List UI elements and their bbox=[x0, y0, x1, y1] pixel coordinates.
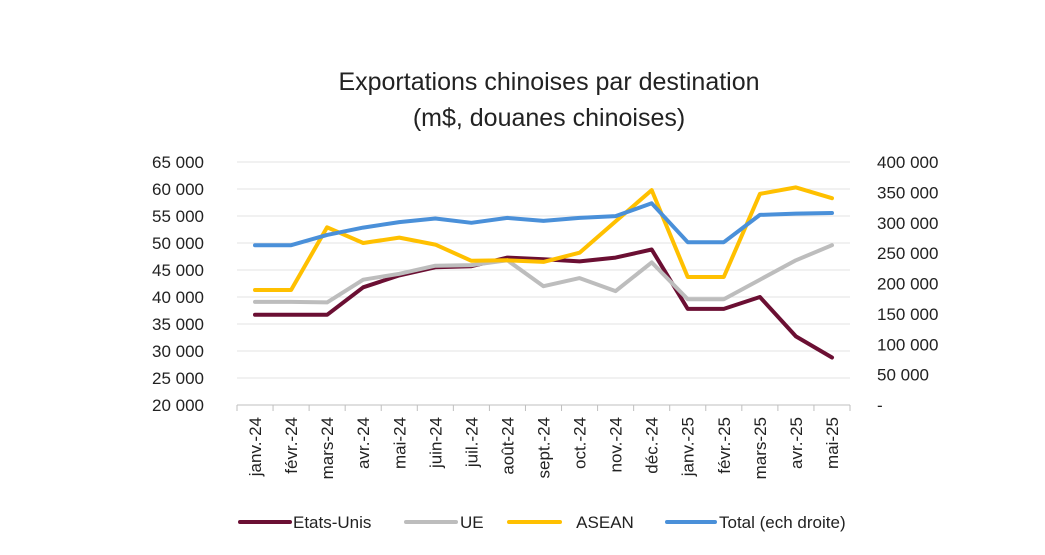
x-tick-label: mai-24 bbox=[390, 417, 409, 469]
y-left-tick-label: 35 000 bbox=[152, 315, 204, 334]
y-right-tick-label: - bbox=[877, 396, 883, 415]
x-tick-label: avr.-25 bbox=[787, 417, 806, 469]
y-left-tick-label: 25 000 bbox=[152, 369, 204, 388]
x-tick-label: mai-25 bbox=[823, 417, 842, 469]
chart-title-line-1: Exportations chinoises par destination bbox=[338, 68, 759, 96]
axes: 20 000 25 000 30 000 35 000 40 000 45 000 50 0… bbox=[152, 153, 938, 479]
x-tick-label: mars-25 bbox=[751, 417, 770, 479]
x-tick-label: avr.-24 bbox=[354, 417, 373, 469]
y-right-tick-label: 100 000 bbox=[877, 335, 938, 354]
y-right-tick-label: 300 000 bbox=[877, 214, 938, 233]
legend-label: Total (ech droite) bbox=[719, 513, 846, 532]
y-left-tick-label: 30 000 bbox=[152, 342, 204, 361]
legend-label: Etats-Unis bbox=[293, 513, 371, 532]
y-right-tick-label: 150 000 bbox=[877, 305, 938, 324]
x-tick-label: févr.-25 bbox=[715, 417, 734, 474]
x-tick-label: nov.-24 bbox=[607, 417, 626, 472]
y-left-tick-label: 40 000 bbox=[152, 288, 204, 307]
chart-title-line-2: (m$, douanes chinoises) bbox=[413, 104, 685, 132]
x-tick-label: févr.-24 bbox=[282, 417, 301, 474]
legend-label: ASEAN bbox=[576, 513, 634, 532]
y-right-tick-label: 200 000 bbox=[877, 275, 938, 294]
y-left-tick-label: 55 000 bbox=[152, 207, 204, 226]
legend: Etats-Unis UE ASEAN Total (ech droite) bbox=[238, 513, 846, 532]
y-left-tick-label: 50 000 bbox=[152, 234, 204, 253]
y-left-tick-label: 45 000 bbox=[152, 261, 204, 280]
series-line bbox=[253, 201, 834, 248]
x-tick-label: déc.-24 bbox=[643, 417, 662, 474]
y-right-tick-label: 50 000 bbox=[877, 366, 929, 385]
series-line bbox=[253, 247, 834, 360]
x-tick-label: juin-24 bbox=[426, 417, 445, 469]
series-line bbox=[253, 243, 834, 305]
y-right-tick-label: 350 000 bbox=[877, 183, 938, 202]
series-line bbox=[253, 185, 834, 292]
x-tick-label: juil.-24 bbox=[462, 417, 481, 468]
y-left-tick-label: 60 000 bbox=[152, 180, 204, 199]
x-tick-label: mars-24 bbox=[318, 417, 337, 479]
y-right-tick-label: 250 000 bbox=[877, 244, 938, 263]
x-tick-label: janv.-25 bbox=[679, 417, 698, 477]
x-tick-label: août-24 bbox=[498, 417, 517, 475]
y-right-tick-label: 400 000 bbox=[877, 153, 938, 172]
x-tick-label: oct.-24 bbox=[571, 417, 590, 469]
x-tick-label: sept.-24 bbox=[535, 417, 554, 478]
y-left-tick-label: 65 000 bbox=[152, 153, 204, 172]
y-left-tick-label: 20 000 bbox=[152, 396, 204, 415]
legend-label: UE bbox=[460, 513, 484, 532]
series-lines bbox=[253, 185, 834, 360]
x-tick-label: janv.-24 bbox=[246, 417, 265, 477]
